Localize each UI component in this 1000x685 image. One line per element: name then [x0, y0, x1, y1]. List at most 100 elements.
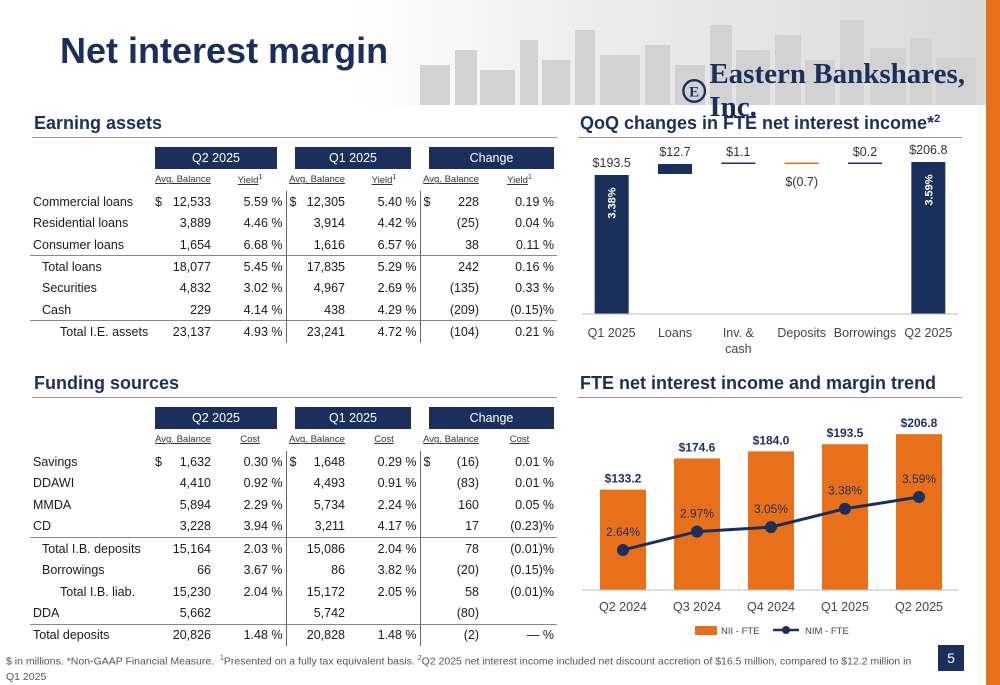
table-row: Total I.B. liab. 15,230 2.04 % 15,172 2.05 %…	[30, 580, 557, 603]
row-label: DDA	[33, 606, 60, 621]
balance-cell: 5,894	[179, 497, 211, 512]
balance-cell: 3,211	[314, 519, 345, 534]
currency-symbol	[420, 581, 436, 603]
column-header: Avg. Balance	[423, 174, 479, 186]
rate-cell: 6.57 %	[348, 234, 421, 256]
rate-cell: 1.48 %	[348, 623, 421, 646]
category-label: Inv. &	[723, 326, 755, 340]
rate-cell: 2.04 %	[214, 580, 287, 603]
table-row: Savings $1,632 0.30 % $1,648 0.29 % $ (16) 0.01…	[30, 450, 557, 473]
period-header: Q2 2025	[155, 147, 277, 169]
waterfall-bar	[911, 162, 946, 314]
rate-cell: (0.15)%	[510, 562, 554, 577]
currency-symbol	[420, 299, 436, 321]
rate-cell: 0.29 %	[348, 450, 421, 473]
row-label: Cash	[42, 302, 72, 317]
table-row: Commercial loans $12,533 5.59 % $12,305 5.40…	[30, 190, 557, 213]
rate-cell: 4.72 %	[348, 320, 421, 343]
row-label: Residential loans	[33, 216, 129, 231]
earning-assets-title: Earning assets	[34, 113, 163, 133]
currency-symbol	[420, 320, 436, 343]
category-label: Q2 2025	[904, 326, 952, 340]
balance-cell: 229	[190, 302, 211, 317]
eastern-logo-icon: E	[682, 79, 707, 103]
company-logo: E Eastern Bankshares, Inc.	[682, 58, 1000, 124]
balance-cell: 18,077	[168, 255, 214, 278]
qoq-waterfall-chart: $193.5 3.38% Q1 2025 $12.7 Loans $1.1 Inv. & ca…	[582, 143, 958, 356]
balance-cell: (209)	[449, 302, 479, 317]
rate-cell: 0.91 %	[348, 472, 421, 495]
currency-symbol	[286, 494, 302, 516]
nii-bar	[896, 434, 942, 590]
category-label: Q1 2025	[588, 326, 636, 340]
svg-text:E: E	[689, 85, 699, 101]
funding-sources-table: Q2 2025 Q1 2025 Change Avg. Balance Cost Avg.…	[30, 407, 557, 646]
balance-cell: 1,632	[179, 454, 211, 469]
balance-cell: 160	[458, 497, 479, 512]
currency-symbol	[152, 603, 168, 625]
qoq-chart-rule	[578, 137, 962, 138]
page-title: Net interest margin	[60, 30, 389, 71]
currency-symbol	[152, 212, 168, 234]
balance-cell: 15,172	[306, 584, 345, 599]
column-header: Avg. Balance	[289, 434, 345, 446]
balance-cell: 4,967	[313, 281, 345, 296]
balance-cell: 4,493	[313, 476, 345, 491]
currency-symbol	[420, 472, 436, 494]
category-label: Loans	[658, 326, 692, 340]
data-label: $1.1	[726, 145, 750, 159]
nii-bar	[748, 451, 794, 590]
balance-cell: 5,742	[313, 606, 345, 621]
balance-cell: 20,826	[168, 623, 214, 646]
category-label: Q1 2025	[821, 600, 869, 614]
page-number: 5	[938, 645, 964, 671]
rate-cell: 0.92 %	[214, 472, 287, 495]
data-label: $12.7	[659, 145, 690, 159]
rate-cell: 4.46 %	[214, 212, 287, 235]
balance-cell: 3,889	[179, 216, 211, 231]
nii-bar	[600, 489, 646, 590]
balance-cell: 3,228	[179, 519, 211, 534]
balance-cell: (80)	[456, 606, 479, 621]
company-name: Eastern Bankshares, Inc.	[709, 58, 966, 123]
currency-symbol	[286, 320, 302, 343]
column-header: Avg. Balance	[155, 434, 211, 446]
rate-cell	[214, 602, 287, 625]
balance-cell: 86	[331, 562, 345, 577]
column-header: Yield1	[507, 173, 532, 186]
currency-symbol	[286, 603, 302, 625]
currency-symbol	[286, 212, 302, 234]
rate-cell	[482, 603, 557, 625]
rate-cell: 0.33 %	[515, 281, 554, 296]
table-row: Total I.E. assets 23,137 4.93 % 23,241 4.72 …	[30, 320, 557, 343]
rate-cell: 0.01 %	[515, 476, 554, 491]
rate-cell: 2.03 %	[214, 536, 287, 560]
nim-point	[617, 544, 629, 556]
balance-cell: 4,410	[179, 476, 211, 491]
column-header: Cost	[374, 434, 394, 446]
currency-symbol	[420, 212, 436, 234]
currency-symbol	[286, 234, 302, 256]
table-row: Cash 229 4.14 % 438 4.29 % (209) (0.15)%	[30, 299, 557, 321]
currency-symbol	[286, 559, 302, 581]
rate-cell: 2.05 %	[348, 580, 421, 603]
category-label: Q2 2024	[599, 600, 647, 614]
balance-cell: (25)	[456, 216, 479, 231]
legend-swatch-nim-point	[782, 626, 790, 634]
balance-cell: 1,654	[179, 237, 211, 252]
currency-symbol	[420, 559, 436, 581]
balance-cell: 228	[458, 194, 479, 209]
bar-value-label: $206.8	[901, 416, 938, 430]
row-label: Consumer loans	[33, 237, 125, 252]
data-label: $206.8	[909, 143, 947, 157]
currency-symbol	[420, 603, 436, 625]
balance-cell: 20,828	[302, 623, 348, 646]
qoq-chart-title: QoQ changes in FTE net interest income*2	[580, 113, 941, 133]
rate-cell: 4.29 %	[348, 299, 421, 321]
period-header: Q1 2025	[295, 407, 411, 429]
nim-value-label: 3.38%	[828, 484, 862, 498]
category-label: Borrowings	[834, 326, 897, 340]
waterfall-bar	[594, 175, 629, 314]
rate-cell: 2.24 %	[348, 494, 421, 516]
currency-symbol	[420, 277, 436, 299]
